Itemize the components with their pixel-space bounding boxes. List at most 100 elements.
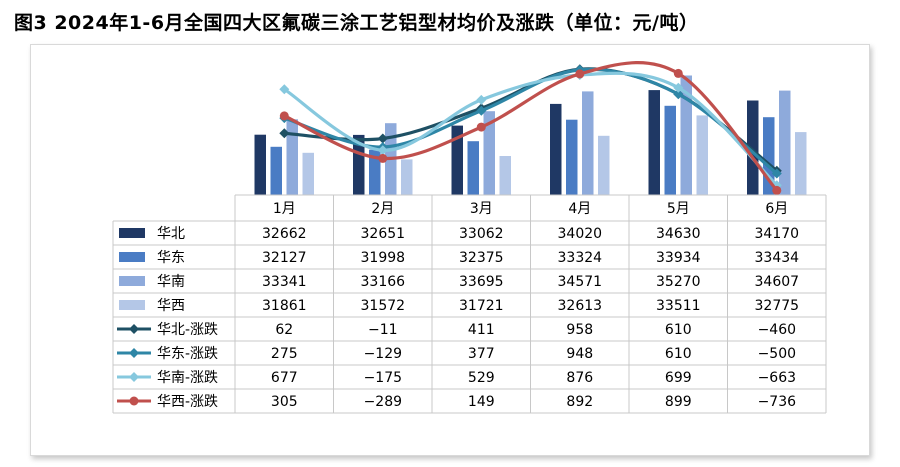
bar-series-2-legend-swatch — [119, 252, 145, 262]
line-series-3-name: 华南-涨跌 — [157, 370, 218, 386]
line-1-point-1 — [279, 128, 290, 139]
line-3-point-3 — [476, 94, 487, 105]
category-label-6: 6月 — [765, 201, 788, 217]
line-2 — [282, 67, 779, 176]
line-series-2-value-4: 948 — [566, 346, 593, 362]
line-series-3-value-6: −663 — [758, 370, 796, 386]
line-series-1-value-3: 411 — [468, 322, 495, 338]
bar-2-6 — [763, 117, 775, 195]
line-series-4-name: 华西-涨跌 — [157, 394, 218, 410]
bar-3-1 — [286, 119, 298, 195]
bar-4-6 — [795, 132, 807, 195]
bar-series-4-value-6: 32775 — [755, 298, 800, 314]
bar-series-2-value-3: 32375 — [459, 250, 504, 266]
line-series-2-value-5: 610 — [665, 346, 692, 362]
line-series-3-value-3: 529 — [468, 370, 495, 386]
bar-2-2 — [369, 149, 381, 195]
bar-series-4-value-2: 31572 — [361, 298, 406, 314]
bar-series-2-value-4: 33324 — [558, 250, 603, 266]
bar-1-6 — [747, 100, 759, 195]
line-series-4-value-4: 892 — [566, 394, 593, 410]
bar-3-4 — [582, 91, 594, 195]
bar-2-4 — [566, 119, 578, 195]
line-4 — [282, 61, 779, 192]
bar-series-1-legend-swatch — [119, 228, 145, 238]
line-4-point-6 — [772, 185, 782, 195]
line-series-1-legend-marker — [129, 324, 139, 334]
bar-2-1 — [270, 146, 282, 195]
bar-2-5 — [664, 105, 676, 195]
bar-series-4-name: 华西 — [157, 298, 185, 314]
line-series-3-legend-marker — [129, 372, 139, 382]
line-series-2-value-2: −129 — [364, 346, 402, 362]
line-series-1-value-2: −11 — [368, 322, 398, 338]
bar-4-4 — [598, 135, 610, 195]
bar-1-1 — [254, 134, 266, 195]
bar-3-6 — [779, 90, 791, 195]
bar-series-2-value-1: 32127 — [262, 250, 307, 266]
line-series-3-value-5: 699 — [665, 370, 692, 386]
line-2-point-6 — [771, 168, 782, 179]
bar-series-3-legend-swatch — [119, 276, 145, 286]
bar-series-3-value-2: 33166 — [361, 274, 406, 290]
category-label-2: 2月 — [371, 201, 394, 217]
category-label-5: 5月 — [667, 201, 690, 217]
lines-layer — [279, 61, 782, 195]
line-4-point-3 — [476, 122, 486, 132]
bar-series-2-value-2: 31998 — [361, 250, 406, 266]
category-label-4: 4月 — [568, 201, 591, 217]
category-label-3: 3月 — [470, 201, 493, 217]
bar-series-4-value-1: 31861 — [262, 298, 307, 314]
bar-3-5 — [680, 75, 692, 195]
bar-3-3 — [483, 111, 495, 195]
line-series-2-value-1: 275 — [271, 346, 298, 362]
line-series-4-value-1: 305 — [271, 394, 298, 410]
bar-4-3 — [499, 156, 511, 195]
bar-series-3-value-4: 34571 — [558, 274, 603, 290]
bar-series-2-value-5: 33934 — [656, 250, 701, 266]
line-series-1-value-6: −460 — [758, 322, 796, 338]
bar-1-4 — [550, 103, 562, 195]
line-series-4-value-6: −736 — [758, 394, 797, 410]
line-4-point-4 — [575, 69, 585, 79]
bar-1-2 — [353, 134, 365, 195]
bar-series-2-value-6: 33434 — [755, 250, 800, 266]
bar-series-3-name: 华南 — [157, 274, 185, 290]
line-series-4-value-3: 149 — [468, 394, 495, 410]
line-3 — [282, 71, 779, 187]
bar-series-4-legend-swatch — [119, 300, 145, 310]
bar-series-3-value-3: 33695 — [459, 274, 504, 290]
line-series-1-value-4: 958 — [566, 322, 593, 338]
bar-1-5 — [648, 90, 660, 195]
bar-4-5 — [696, 115, 708, 195]
line-series-4-legend-marker — [129, 396, 139, 406]
line-series-3-value-4: 876 — [566, 370, 593, 386]
bar-series-1-name: 华北 — [157, 226, 185, 242]
line-4-point-1 — [279, 111, 289, 121]
line-3-point-5 — [673, 82, 684, 93]
chart-panel: 1月 2月 3月 4月 5月 6月 华北 32662 32651 33062 34020 34630 3… — [30, 44, 870, 456]
line-2-point-3 — [476, 105, 487, 116]
bar-4-1 — [302, 152, 314, 195]
bar-series-1-value-6: 34170 — [755, 226, 800, 242]
bar-series-2-name: 华东 — [157, 250, 185, 266]
bar-series-1-value-1: 32662 — [262, 226, 307, 242]
bar-series-1-value-4: 34020 — [558, 226, 603, 242]
bar-series-4-value-4: 32613 — [558, 298, 603, 314]
line-1-point-2 — [377, 133, 388, 144]
line-series-3-value-2: −175 — [364, 370, 402, 386]
line-series-4-value-2: −289 — [364, 394, 402, 410]
line-series-1-name: 华北-涨跌 — [157, 322, 218, 338]
line-series-3-value-1: 677 — [271, 370, 298, 386]
line-2-point-5 — [673, 89, 684, 100]
line-series-2-legend-marker — [129, 348, 139, 358]
bar-series-1-value-2: 32651 — [361, 226, 406, 242]
line-series-2-name: 华东-涨跌 — [157, 346, 218, 362]
bar-series-3-value-6: 34607 — [755, 274, 800, 290]
line-4-point-2 — [378, 153, 388, 163]
bar-series-1-value-3: 33062 — [459, 226, 504, 242]
line-series-2-value-6: −500 — [758, 346, 796, 362]
bar-series-3-value-5: 35270 — [656, 274, 701, 290]
line-series-2-value-3: 377 — [468, 346, 495, 362]
